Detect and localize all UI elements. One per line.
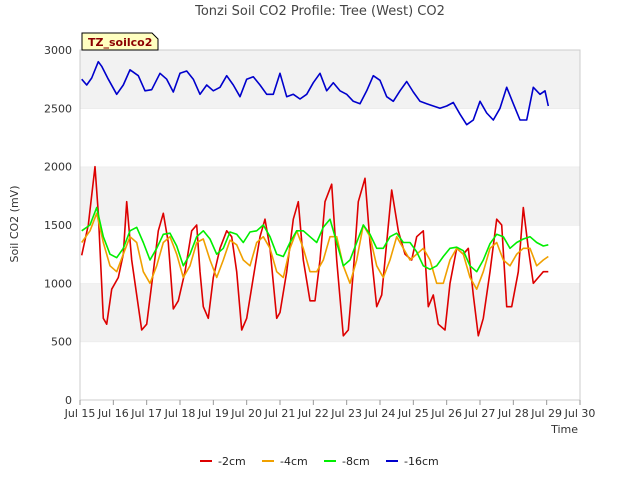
y-axis: 0 500 1000 1500 2000 2500 3000 <box>44 44 72 407</box>
x-tick-label: Jul 19 <box>197 407 229 420</box>
x-tick-label: Jul 28 <box>497 407 529 420</box>
grid-band <box>80 108 580 167</box>
x-tick-label: Jul 27 <box>464 407 496 420</box>
annotation-tag: TZ_soilco2 <box>81 32 159 51</box>
grid-band <box>80 341 580 400</box>
series-lines <box>80 60 550 337</box>
x-tick-label: Jul 20 <box>230 407 262 420</box>
plot-area <box>79 49 581 401</box>
legend-label: -16cm <box>404 455 439 468</box>
chart-title: Tonzi Soil CO2 Profile: Tree (West) CO2 <box>194 4 445 19</box>
y-tick-label: 2500 <box>44 102 72 115</box>
series-line-4cm <box>81 212 549 291</box>
x-tick-label: Jul 18 <box>164 407 196 420</box>
x-tick-label: Jul 24 <box>364 407 396 420</box>
y-tick-label: 3000 <box>44 44 72 57</box>
x-tick-label: Jul 16 <box>97 407 129 420</box>
legend-label: -2cm <box>218 455 246 468</box>
annotation-label: TZ_soilco2 <box>88 36 152 49</box>
series-line-16cm <box>81 60 550 126</box>
x-tick-label: Jul 25 <box>397 407 429 420</box>
x-axis-title: Time <box>550 423 578 436</box>
x-tick-label: Jul 23 <box>330 407 362 420</box>
x-tick-label: Jul 29 <box>530 407 562 420</box>
grid-band <box>80 283 580 342</box>
x-tick-label: Jul 17 <box>130 407 162 420</box>
y-axis-title: Soil CO2 (mV) <box>8 186 21 263</box>
x-tick-label: Jul 30 <box>564 407 596 420</box>
y-tick-label: 0 <box>65 394 72 407</box>
legend: -2cm -4cm -8cm -16cm <box>200 455 439 468</box>
y-tick-label: 1500 <box>44 219 72 232</box>
y-tick-label: 2000 <box>44 161 72 174</box>
series-line-8cm <box>81 206 549 273</box>
y-tick-label: 1000 <box>44 277 72 290</box>
grid-band <box>80 50 580 109</box>
x-tick-label: Jul 21 <box>264 407 296 420</box>
grid-band <box>80 166 580 225</box>
y-tick-label: 500 <box>51 336 72 349</box>
x-tick-label: Jul 15 <box>64 407 96 420</box>
x-tick-label: Jul 22 <box>297 407 329 420</box>
legend-label: -8cm <box>342 455 370 468</box>
x-tick-label: Jul 26 <box>430 407 462 420</box>
plot-bands <box>80 49 580 400</box>
x-axis: Jul 15 Jul 16 Jul 17 Jul 18 Jul 19 Jul 20 Jul … <box>64 400 596 420</box>
legend-label: -4cm <box>280 455 308 468</box>
